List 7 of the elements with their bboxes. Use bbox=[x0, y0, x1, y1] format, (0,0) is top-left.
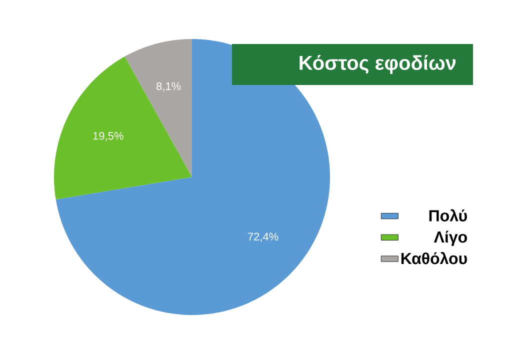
text: Κόστος εφοδίων bbox=[300, 55, 456, 74]
legend-label: Πολύ bbox=[429, 209, 467, 222]
data-label: 72,4% bbox=[248, 232, 278, 242]
legend-label: Καθόλου bbox=[401, 252, 467, 264]
data-label: 8,1% bbox=[156, 82, 181, 92]
legend-label: Λίγο bbox=[434, 230, 467, 246]
data-label: 19,5% bbox=[93, 132, 124, 142]
